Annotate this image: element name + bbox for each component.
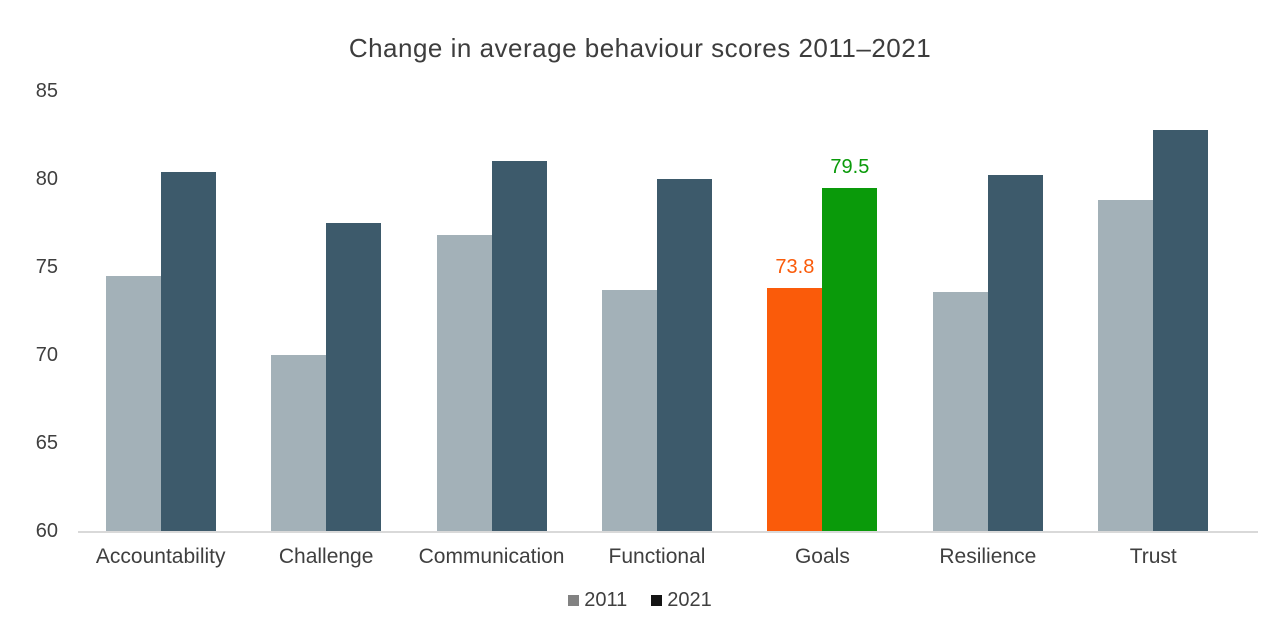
- bar-2021-resilience: [987, 175, 1043, 531]
- x-axis-category-label-trust: Trust: [1129, 545, 1177, 568]
- legend-marker-icon: [651, 595, 663, 606]
- bar-2021-accountability: [160, 171, 216, 531]
- bar-value-label: 79.5: [830, 155, 870, 178]
- bar-group-resilience: [905, 91, 1070, 531]
- bar-2011-goals: 73.8: [767, 256, 823, 531]
- bar-group-challenge: [243, 91, 408, 531]
- bar-2011-functional: [601, 289, 657, 531]
- plot-area: 73.8 79.5: [78, 91, 1236, 531]
- legend-item-2021: 2021: [651, 589, 712, 612]
- y-axis-tick-label: 60: [35, 520, 58, 542]
- bar-2011-accountability: [105, 275, 161, 531]
- x-axis-category-label-challenge: Challenge: [278, 545, 374, 568]
- chart-title: Change in average behaviour scores 2011–…: [348, 33, 932, 63]
- bar-group-accountability: [78, 91, 243, 531]
- bar-group-functional: [574, 91, 739, 531]
- y-axis-tick-label: 65: [35, 432, 58, 454]
- bar-2021-functional: [656, 179, 712, 531]
- bar-2011-resilience: [932, 291, 988, 531]
- x-axis: Accountability Challenge Communication Func…: [78, 545, 1236, 569]
- legend-marker-icon: [568, 595, 580, 606]
- x-axis-category-label-accountability: Accountability: [95, 545, 226, 568]
- x-axis-line: [78, 531, 1258, 533]
- legend-label: 2021: [667, 589, 712, 611]
- bar-group-communication: [409, 91, 574, 531]
- bar-2021-trust: [1153, 129, 1209, 531]
- bar-2021-challenge: [326, 223, 382, 531]
- bar-2011-challenge: [271, 355, 327, 531]
- y-axis-tick-label: 75: [35, 256, 58, 278]
- bar-2011-trust: [1098, 200, 1154, 531]
- y-axis-tick-label: 85: [35, 80, 58, 102]
- bar-2021-goals: 79.5: [822, 156, 878, 531]
- legend-item-2011: 2011: [568, 589, 627, 612]
- x-axis-category-label-goals: Goals: [794, 545, 850, 568]
- y-axis-tick-label: 80: [35, 168, 58, 190]
- bar-2011-communication: [436, 235, 492, 531]
- legend-label: 2011: [584, 589, 628, 611]
- x-axis-category-label-communication: Communication: [418, 545, 565, 568]
- bar-2021-communication: [491, 161, 547, 531]
- legend: 2011 2021: [0, 589, 1280, 612]
- bar-group-goals: 73.8 79.5: [740, 91, 905, 531]
- x-axis-category-label-functional: Functional: [608, 545, 706, 568]
- bar-group-trust: [1071, 91, 1236, 531]
- bar-value-label: 73.8: [775, 256, 815, 279]
- x-axis-category-label-resilience: Resilience: [939, 545, 1037, 568]
- y-axis-tick-label: 70: [35, 344, 58, 366]
